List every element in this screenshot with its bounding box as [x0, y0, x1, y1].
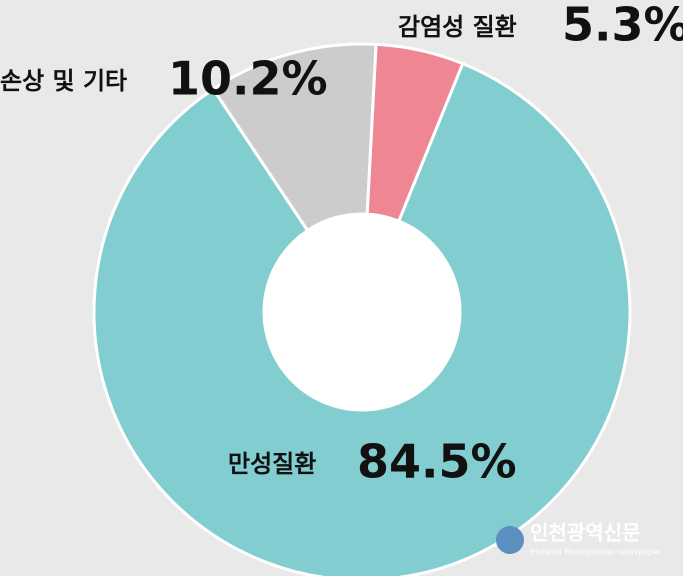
- category-label: 손상 및 기타: [0, 67, 127, 95]
- watermark-title: 인천광역신문: [530, 521, 640, 545]
- value-label: 84.5%: [357, 435, 517, 489]
- watermark-logo: [496, 526, 524, 554]
- watermark: 인천광역신문 Incheon Metropolitan newspaper: [496, 521, 662, 557]
- slices: [92, 42, 632, 576]
- value-label: 10.2%: [168, 52, 328, 106]
- watermark-subtitle: Incheon Metropolitan newspaper: [530, 548, 662, 557]
- value-label: 5.3%: [562, 0, 683, 52]
- category-label: 만성질환: [228, 450, 316, 478]
- donut-hole: [264, 214, 460, 410]
- category-label: 감염성 질환: [398, 13, 517, 41]
